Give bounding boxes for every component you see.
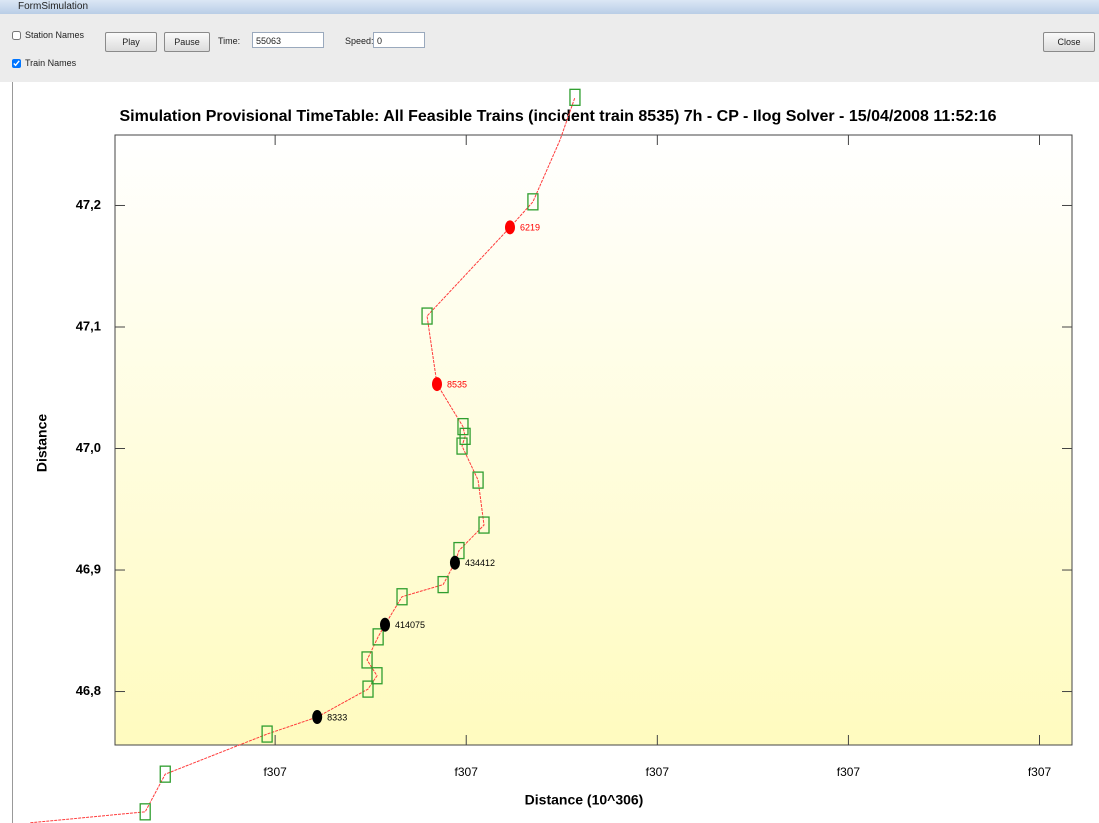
speed-input[interactable]: 0 bbox=[373, 32, 425, 48]
stop-marker bbox=[421, 307, 433, 325]
window-title: FormSimulation bbox=[18, 1, 89, 12]
stop-marker bbox=[478, 516, 490, 534]
stop-marker bbox=[527, 193, 539, 211]
checkbox-label: Station Names bbox=[25, 30, 85, 40]
stop-marker bbox=[362, 680, 374, 698]
train-marker bbox=[380, 617, 391, 632]
y-axis-label: Distance bbox=[34, 414, 50, 473]
y-tick-label: 47,1 bbox=[76, 318, 101, 333]
plot-area bbox=[114, 134, 1073, 746]
y-tick-label: 47,2 bbox=[76, 197, 101, 212]
x-tick-label: f307 bbox=[263, 765, 287, 779]
x-tick-label: f307 bbox=[1028, 765, 1052, 779]
speed-label: Speed: bbox=[345, 36, 374, 46]
play-button[interactable]: Play bbox=[105, 32, 157, 52]
chart-title: Simulation Provisional TimeTable: All Fe… bbox=[119, 108, 996, 125]
stop-marker bbox=[472, 471, 484, 489]
train-label: 414075 bbox=[395, 620, 425, 630]
train-marker bbox=[504, 220, 515, 235]
train-label: 6219 bbox=[520, 223, 540, 233]
time-input[interactable]: 55063 bbox=[252, 32, 324, 48]
time-label: Time: bbox=[218, 36, 241, 46]
close-button[interactable]: Close bbox=[1043, 32, 1095, 52]
checkbox-label: Train Names bbox=[25, 58, 77, 68]
stop-marker bbox=[371, 667, 383, 685]
x-tick-label: f307 bbox=[837, 765, 861, 779]
x-tick-label: f307 bbox=[455, 765, 479, 779]
stop-marker bbox=[261, 725, 273, 743]
toolbar: Station Names Train Names Play Pause Tim… bbox=[0, 14, 1099, 82]
pause-button[interactable]: Pause bbox=[164, 32, 210, 52]
x-tick-label: f307 bbox=[646, 765, 670, 779]
train-label: 434412 bbox=[465, 558, 495, 568]
train-marker bbox=[431, 377, 442, 392]
x-axis-label: Distance (10^306) bbox=[525, 792, 644, 808]
train-marker bbox=[312, 710, 323, 725]
stop-marker bbox=[459, 427, 471, 446]
train-marker bbox=[449, 555, 460, 570]
stop-marker bbox=[457, 417, 469, 436]
stop-marker bbox=[139, 803, 151, 821]
train-names-checkbox[interactable]: Train Names bbox=[12, 58, 77, 69]
stop-marker bbox=[437, 575, 449, 594]
frame-border bbox=[12, 82, 13, 823]
train-label: 8333 bbox=[327, 712, 347, 722]
stop-marker bbox=[456, 437, 468, 455]
title-bar: FormSimulation bbox=[0, 0, 1099, 14]
y-tick-label: 46,8 bbox=[76, 683, 101, 698]
station-names-checkbox[interactable]: Station Names bbox=[12, 30, 85, 41]
stop-marker bbox=[361, 651, 373, 669]
stop-marker bbox=[569, 88, 581, 106]
y-tick-label: 46,9 bbox=[76, 561, 101, 576]
stop-marker bbox=[396, 588, 408, 606]
stop-marker bbox=[372, 628, 384, 646]
stop-marker bbox=[159, 765, 171, 783]
checkbox[interactable] bbox=[12, 59, 21, 69]
chart: Simulation Provisional TimeTable: All Fe… bbox=[30, 88, 1073, 823]
checkbox[interactable] bbox=[12, 31, 21, 41]
train-label: 8535 bbox=[447, 379, 467, 389]
y-tick-label: 47,0 bbox=[76, 440, 101, 455]
